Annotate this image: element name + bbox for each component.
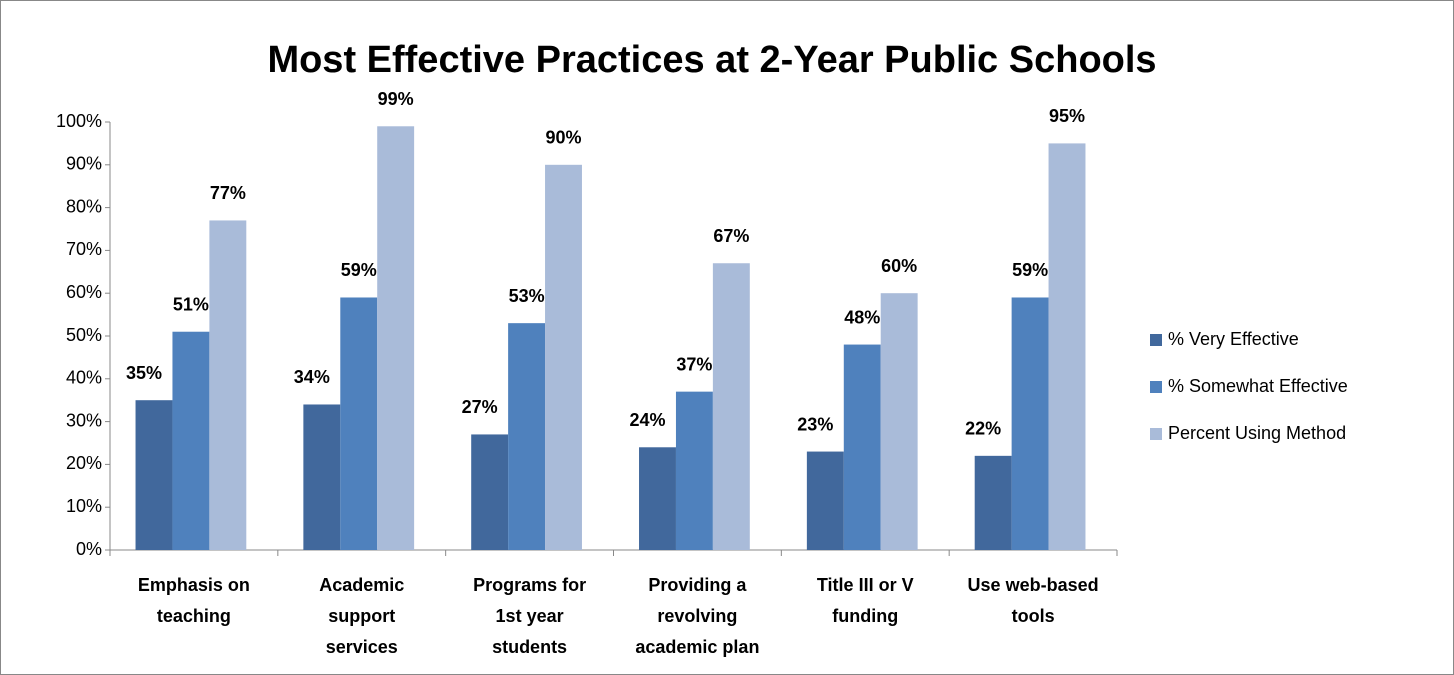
legend-swatch (1150, 428, 1162, 440)
legend-swatch (1150, 334, 1162, 346)
data-label: 48% (844, 307, 880, 327)
bar (974, 455, 1012, 550)
data-label: 35% (126, 363, 162, 383)
bar (639, 447, 676, 550)
x-tick-label: Use web-based tools (968, 575, 1099, 626)
data-label: 77% (210, 183, 246, 203)
data-label: 51% (173, 294, 209, 314)
y-tick-label: 40% (66, 368, 102, 388)
bar (1011, 297, 1049, 550)
bar (172, 331, 210, 550)
bar (303, 404, 341, 550)
y-tick-label: 30% (66, 410, 102, 430)
legend-label: Percent Using Method (1168, 423, 1346, 443)
bar (209, 220, 247, 550)
bar (135, 400, 173, 550)
bar (545, 164, 582, 551)
y-tick-label: 10% (66, 496, 102, 516)
bar (340, 297, 378, 550)
x-tick-label: Programs for 1st year students (473, 575, 586, 657)
chart-title: Most Effective Practices at 2-Year Publi… (267, 39, 1156, 81)
bar (880, 293, 918, 550)
bar (675, 391, 713, 550)
data-label: 22% (965, 419, 1001, 439)
legend-swatch (1150, 381, 1162, 393)
bar (471, 434, 509, 550)
legend-label: % Somewhat Effective (1168, 376, 1348, 396)
x-tick-label: Emphasis on teaching (138, 575, 250, 626)
data-label: 37% (676, 354, 712, 374)
y-tick-label: 90% (66, 154, 102, 174)
data-label: 53% (509, 286, 545, 306)
data-label: 90% (545, 128, 581, 148)
data-label: 34% (294, 367, 330, 387)
y-tick-label: 50% (66, 325, 102, 345)
y-tick-label: 0% (76, 539, 102, 559)
y-tick-label: 60% (66, 282, 102, 302)
bar (1048, 143, 1086, 550)
bar (377, 126, 415, 550)
bar (843, 344, 881, 550)
y-tick-label: 80% (66, 196, 102, 216)
x-tick-label: Providing a revolving academic plan (635, 575, 759, 657)
data-label: 27% (462, 397, 498, 417)
bar (508, 323, 546, 550)
y-tick-label: 100% (56, 111, 102, 131)
data-label: 60% (881, 256, 917, 276)
y-tick-label: 70% (66, 239, 102, 259)
legend-label: % Very Effective (1168, 329, 1299, 349)
data-label: 24% (629, 410, 665, 430)
x-tick-label: Academic support services (319, 575, 404, 657)
data-label: 67% (713, 226, 749, 246)
y-tick-label: 20% (66, 453, 102, 473)
data-label: 99% (378, 89, 414, 109)
data-label: 59% (341, 260, 377, 280)
bar (806, 451, 844, 550)
data-label: 59% (1012, 260, 1048, 280)
data-label: 95% (1049, 106, 1085, 126)
bar (712, 263, 750, 550)
data-label: 23% (797, 414, 833, 434)
